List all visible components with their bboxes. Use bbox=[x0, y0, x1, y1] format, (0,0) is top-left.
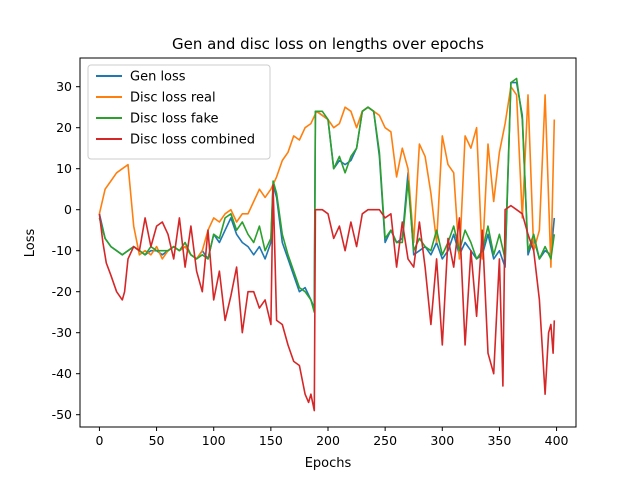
legend-label: Disc loss combined bbox=[130, 133, 255, 148]
y-tick-label: 20 bbox=[56, 120, 72, 135]
x-tick-label: 300 bbox=[430, 433, 454, 448]
x-axis-title: Epochs bbox=[305, 456, 352, 471]
plot-frame bbox=[79, 57, 577, 428]
y-axis-title: Loss bbox=[23, 229, 38, 258]
legend-label: Disc loss real bbox=[130, 91, 216, 106]
x-tick-label: 250 bbox=[373, 433, 397, 448]
y-tick-label: 10 bbox=[56, 161, 72, 176]
x-tick-label: 0 bbox=[95, 433, 103, 448]
y-tick-label: -50 bbox=[52, 407, 72, 422]
legend-box bbox=[87, 64, 271, 160]
legend-label: Disc loss fake bbox=[130, 112, 219, 127]
x-axis-ticks: 0 50 100 150 200 250 300 350 400 bbox=[95, 427, 569, 448]
legend-label: Gen loss bbox=[130, 70, 186, 85]
y-tick-label: 0 bbox=[64, 202, 72, 217]
legend: Gen loss Disc loss real Disc loss fake Disc… bbox=[87, 64, 271, 160]
y-tick-label: 30 bbox=[56, 79, 72, 94]
x-tick-label: 100 bbox=[202, 433, 226, 448]
x-tick-label: 350 bbox=[487, 433, 511, 448]
y-tick-label: -30 bbox=[52, 325, 72, 340]
series-line-4 bbox=[98, 184, 556, 412]
y-tick-label: -20 bbox=[52, 284, 72, 299]
y-tick-label: -10 bbox=[52, 243, 72, 258]
y-axis-ticks: -50 -40 -30 -20 -10 0 10 20 30 bbox=[52, 79, 80, 422]
chart-title: Gen and disc loss on lengths over epochs bbox=[172, 35, 484, 53]
series-layer bbox=[98, 77, 556, 412]
x-tick-label: 150 bbox=[259, 433, 283, 448]
x-tick-label: 50 bbox=[149, 433, 165, 448]
x-tick-label: 200 bbox=[316, 433, 340, 448]
series-line-3 bbox=[98, 77, 556, 314]
x-tick-label: 400 bbox=[545, 433, 569, 448]
y-tick-label: -40 bbox=[52, 366, 72, 381]
